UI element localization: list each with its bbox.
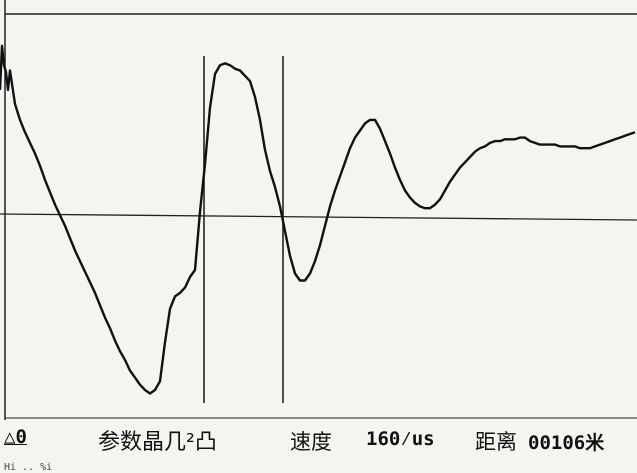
- baseline-line: [0, 213, 637, 221]
- waveform-plot[interactable]: [0, 0, 637, 420]
- distance-value[interactable]: 00106米: [528, 432, 605, 454]
- status-bar: △0 参数晶几²凸 速度 160⁄us 距离 00106米: [0, 420, 637, 466]
- waveform-trace: [0, 44, 636, 395]
- speed-label: 速度: [290, 430, 332, 454]
- mode-indicator[interactable]: △0: [4, 426, 27, 448]
- distance-label: 距离: [475, 430, 517, 454]
- speed-value[interactable]: 160⁄us: [366, 428, 435, 450]
- footer-fragment: Hi .. %i: [4, 462, 53, 473]
- params-label[interactable]: 参数晶几²凸: [98, 430, 217, 455]
